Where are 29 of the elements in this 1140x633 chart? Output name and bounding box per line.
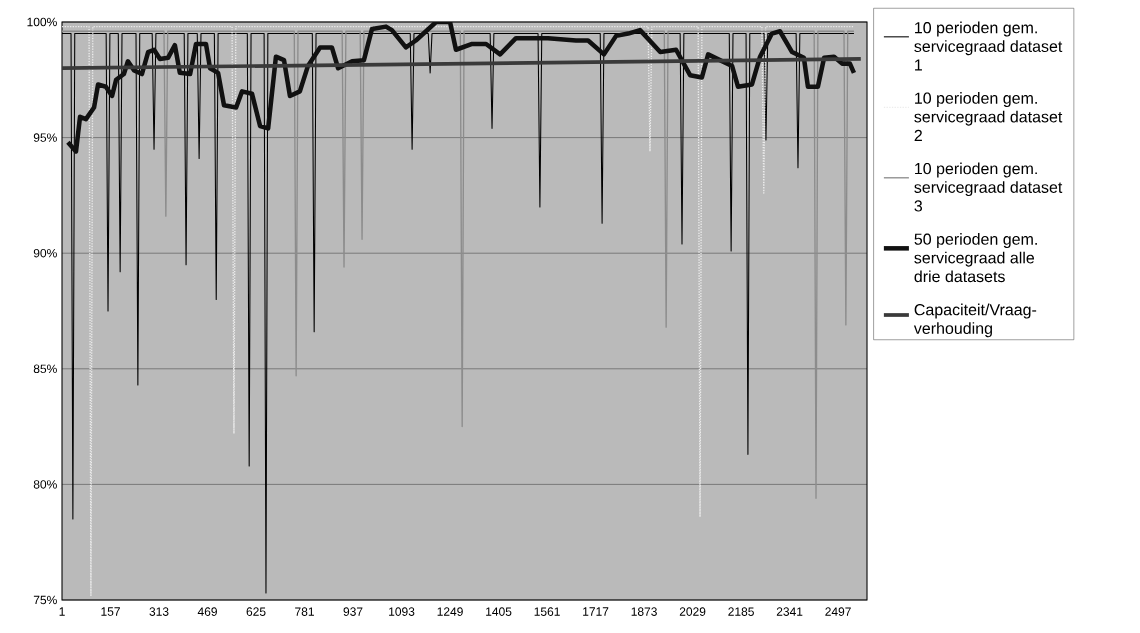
x-tick-label: 1 (59, 607, 65, 616)
legend-label: 10 perioden gem. servicegraad dataset 3 (914, 162, 1063, 212)
y-tick-label: 95% (33, 133, 57, 142)
y-tick-label: 85% (33, 364, 57, 374)
y-tick-label: 75% (33, 595, 57, 605)
legend-label: 10 perioden gem. servicegraad dataset 1 (914, 21, 1063, 71)
x-tick-label: 625 (246, 607, 266, 616)
x-tick-label: 2497 (825, 607, 851, 616)
x-tick-label: 937 (343, 607, 363, 616)
x-tick-label: 469 (197, 607, 217, 616)
x-tick-label: 2341 (776, 607, 803, 616)
legend-label: 50 perioden gem. servicegraad alle drie datasets (914, 233, 1037, 283)
x-tick-label: 2185 (728, 607, 754, 616)
y-tick-label: 100% (27, 17, 57, 27)
x-tick-label: 1561 (534, 607, 560, 616)
x-tick-label: 2029 (679, 607, 706, 616)
x-tick-label: 157 (101, 607, 120, 616)
x-tick-label: 1093 (389, 607, 415, 616)
x-tick-label: 1717 (583, 607, 609, 616)
line-series (62, 30, 855, 499)
x-tick-label: 781 (295, 607, 314, 616)
x-tick-label: 1405 (486, 607, 512, 616)
y-tick-label: 80% (33, 480, 57, 489)
x-tick-label: 1873 (631, 607, 657, 616)
legend-label: Capaciteit/Vraag-verhouding (913, 303, 1037, 338)
x-tick-label: 313 (149, 607, 169, 616)
x-tick-label: 1249 (437, 607, 463, 616)
y-tick-label: 90% (33, 248, 57, 258)
legend-label: 10 perioden gem. servicegraad dataset 2 (914, 92, 1063, 141)
